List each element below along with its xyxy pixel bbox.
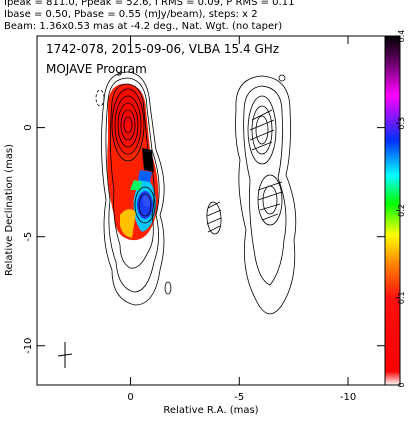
- y-axis-label: Relative Declination (mas): [4, 144, 15, 276]
- y-tick-label: -10: [23, 338, 34, 354]
- header-line: Ipeak = 811.0, Ppeak = 52.6, I RMS = 0.0…: [4, 0, 294, 8]
- chart-title: 1742-078, 2015-09-06, VLBA 15.4 GHz: [46, 42, 279, 56]
- x-axis-label: Relative R.A. (mas): [163, 405, 258, 416]
- y-tick-label: -5: [23, 232, 34, 242]
- contours: [95, 71, 297, 315]
- colorbar-tick-label: 0: [397, 382, 406, 387]
- header-line: Beam: 1.36x0.53 mas at -4.2 deg., Nat. W…: [4, 21, 282, 32]
- chart-subtitle: MOJAVE Program: [46, 62, 147, 76]
- x-tick-label: 0: [127, 392, 133, 403]
- colorbar-tick-label: 0.1: [397, 291, 406, 304]
- x-tick-label: -10: [340, 392, 356, 403]
- marker-cross: [57, 342, 73, 368]
- beam: [206, 201, 222, 235]
- colorbar-tick-label: 0.3: [397, 117, 406, 130]
- plot-frame: [36, 35, 386, 386]
- header-line: Ibase = 0.50, Pbase = 0.55 (mJy/beam), s…: [4, 9, 258, 20]
- y-tick-label: 0: [23, 124, 34, 130]
- colorbar-tick-label: 0.4: [397, 30, 406, 43]
- x-tick-label: -5: [234, 392, 244, 403]
- colorbar-tick-label: 0.2: [397, 204, 406, 217]
